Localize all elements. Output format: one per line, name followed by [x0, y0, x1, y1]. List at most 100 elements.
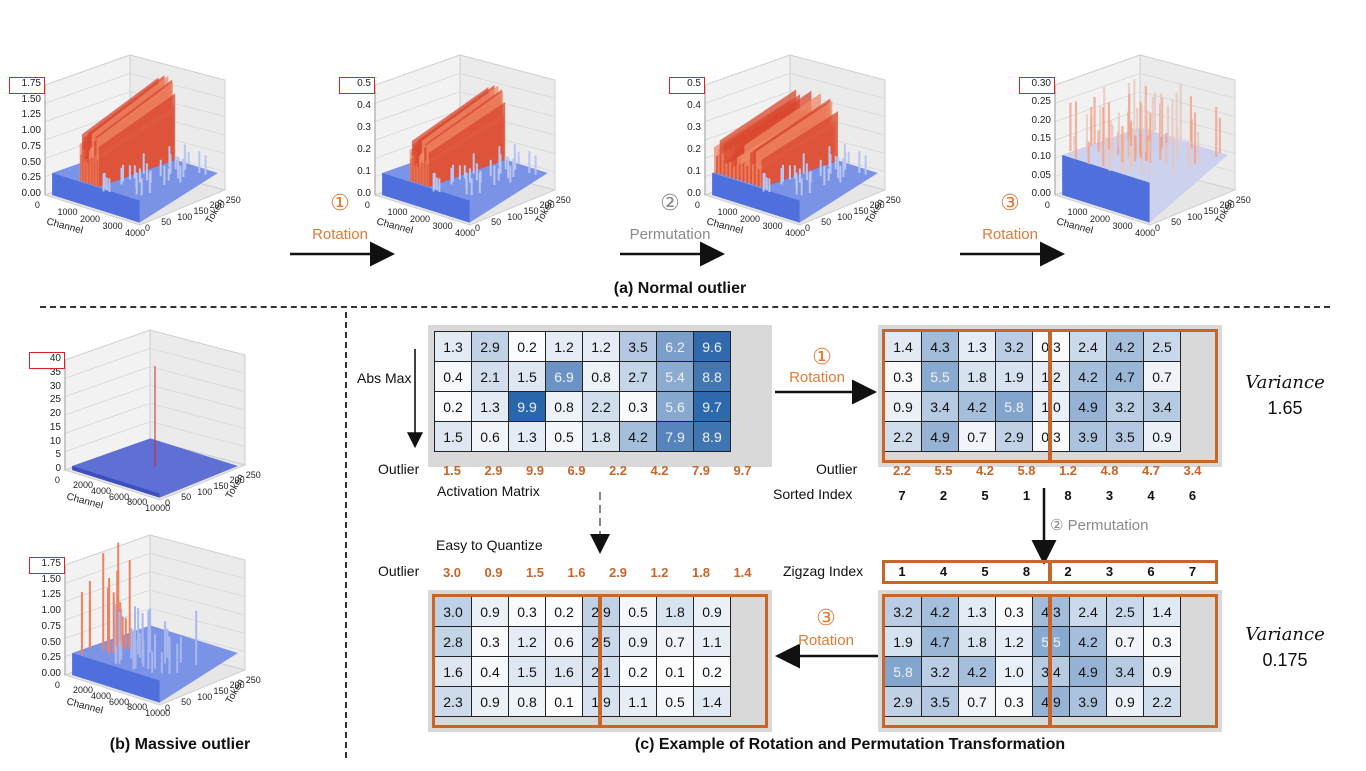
token-tick-label: 250 — [1235, 194, 1251, 205]
token-tick-label: 100 — [1187, 211, 1203, 222]
matrix-cell: 1.8 — [958, 361, 996, 392]
token-tick-label: 150 — [853, 205, 869, 216]
matrix-cell: 0.4 — [471, 656, 509, 687]
horizontal-separator — [40, 306, 1330, 308]
y-tick-label: 40 — [49, 353, 61, 364]
token-tick-label: 100 — [837, 211, 853, 222]
matrix-cell: 0.3 — [1143, 626, 1181, 657]
matrix-cell: 2.8 — [434, 626, 472, 657]
title-b: (b) Massive outlier — [109, 736, 251, 753]
row-value: 5 — [981, 488, 989, 503]
channel-tick-label: 0 — [34, 199, 40, 210]
y-tick-label: 0.50 — [41, 636, 61, 648]
matrix-cell: 0.8 — [582, 361, 620, 392]
row-value: 2 — [939, 488, 948, 503]
matrix-cell: 1.8 — [582, 421, 620, 452]
row-value: 7 — [898, 488, 906, 503]
matrix-row: 0.4 2.1 1.5 6.9 0.8 2.7 5.4 8.8 — [434, 361, 731, 392]
matrix-cell: 1.8 — [958, 626, 996, 657]
token-tick-label: 200 — [229, 475, 245, 486]
rot1-label: Rotation — [789, 369, 845, 386]
matrix-cell: 0.5 — [656, 686, 694, 717]
matrix-cell: 2.9 — [471, 331, 509, 362]
y-tick-label: 5 — [55, 449, 61, 461]
y-tick-label: 0.25 — [21, 172, 41, 184]
y-tick-label: 1.00 — [21, 125, 41, 137]
matrix-cell: 5.8 — [884, 656, 922, 687]
token-tick-label: 50 — [181, 697, 192, 708]
channel-tick-label: 3000 — [432, 220, 453, 231]
step3-label: Rotation — [982, 226, 1038, 243]
matrix-cell: 8.8 — [693, 361, 731, 392]
channel-tick-label: 0 — [54, 474, 60, 485]
row-value: 4.2 — [975, 463, 995, 478]
row-value: 9.7 — [733, 463, 752, 478]
zigzag-value: 7 — [1188, 564, 1197, 579]
matrix-cell: 0.7 — [1106, 626, 1144, 657]
matrix-cell: 7.9 — [656, 421, 694, 452]
channel-tick-label: 2000 — [1090, 213, 1111, 224]
row-value: 1.2 — [650, 565, 669, 580]
channel-tick-label: 6000 — [109, 696, 130, 707]
token-tick-label: 50 — [1171, 217, 1182, 228]
y-tick-label: 0.4 — [357, 100, 371, 111]
matrix-cell: 1.6 — [434, 656, 472, 687]
title-a: (a) Normal outlier — [613, 280, 747, 297]
row-value: 4.8 — [1100, 463, 1119, 478]
matrix-cell: 9.7 — [693, 391, 731, 422]
y-tick-label: 0 — [55, 463, 61, 474]
y-tick-label: 0.5 — [357, 78, 371, 89]
matrix-cell: 9.6 — [693, 331, 731, 362]
variance2-value: 0.175 — [1262, 650, 1308, 670]
matrix-cell: 1.0 — [995, 656, 1033, 687]
matrix-row: 3.0 0.9 0.3 0.2 2.9 0.5 1.8 0.9 — [434, 596, 731, 627]
matrix-cell: 0.2 — [619, 656, 657, 687]
matrix-cell: 0.7 — [1143, 361, 1181, 392]
channel-tick-label: 0 — [694, 199, 700, 210]
matrix-cell: 1.5 — [508, 656, 546, 687]
row-value: 4 — [1147, 488, 1155, 503]
matrix-cell: 2.9 — [995, 421, 1033, 452]
matrix-cell: 5.8 — [995, 391, 1033, 422]
y-tick-label: 0.00 — [21, 188, 41, 199]
matrix-cell: 4.9 — [1069, 391, 1107, 422]
max-value-highlight — [29, 352, 65, 369]
permutation-label: ② Permutation — [1050, 517, 1149, 534]
y-tick-label: 0.5 — [687, 78, 701, 89]
matrix-cell: 0.3 — [508, 596, 546, 627]
token-tick-label: 0 — [805, 223, 811, 233]
zigzag-label: Zigzag Index — [783, 563, 864, 579]
channel-tick-label: 3000 — [1112, 220, 1133, 231]
matrix-cell: 1.2 — [582, 331, 620, 362]
matrix-row: 1.5 0.6 1.3 0.5 1.8 4.2 7.9 8.9 — [434, 421, 731, 452]
permuted-matrix: 3.2 4.2 1.3 0.3 4.3 2.4 2.5 1.4 1.9 4.7 1.8 1.2 5.5 4… — [878, 590, 1222, 732]
row-value: 6.9 — [567, 463, 586, 478]
matrix-cell: 3.2 — [995, 331, 1033, 362]
matrix-cell: 3.5 — [1106, 421, 1144, 452]
y-tick-label: 0.0 — [357, 188, 371, 199]
matrix-cell: 2.1 — [471, 361, 509, 392]
matrix-cell: 3.2 — [884, 596, 922, 627]
matrix-cell: 2.4 — [1069, 331, 1107, 362]
channel-tick-label: 3000 — [762, 220, 783, 231]
matrix-cell: 3.2 — [1106, 391, 1144, 422]
channel-tick-label: 2000 — [410, 213, 431, 224]
zigzag-value: 6 — [1147, 564, 1155, 579]
matrix-cell: 2.9 — [884, 686, 922, 717]
row-value: 1.4 — [733, 565, 752, 580]
matrix-cell: 1.4 — [693, 686, 731, 717]
matrix-cell: 1.3 — [958, 596, 996, 627]
row-value: 5.5 — [934, 463, 953, 478]
channel-tick-label: 4000 — [125, 228, 146, 239]
matrix-cell: 3.9 — [1069, 686, 1107, 717]
row-value: 4.2 — [650, 463, 669, 478]
channel-tick-label: 2000 — [72, 685, 93, 696]
y-tick-label: 25 — [49, 394, 61, 406]
matrix-cell: 1.9 — [995, 361, 1033, 392]
matrix-cell: 0.9 — [1143, 421, 1181, 452]
y-tick-label: 0.15 — [1031, 133, 1051, 144]
row-value: 3.0 — [442, 565, 462, 580]
token-tick-label: 200 — [539, 200, 555, 211]
matrix-row: 0.2 1.3 9.9 0.8 2.2 0.3 5.6 9.7 — [434, 391, 731, 422]
matrix-cell: 1.6 — [545, 656, 583, 687]
